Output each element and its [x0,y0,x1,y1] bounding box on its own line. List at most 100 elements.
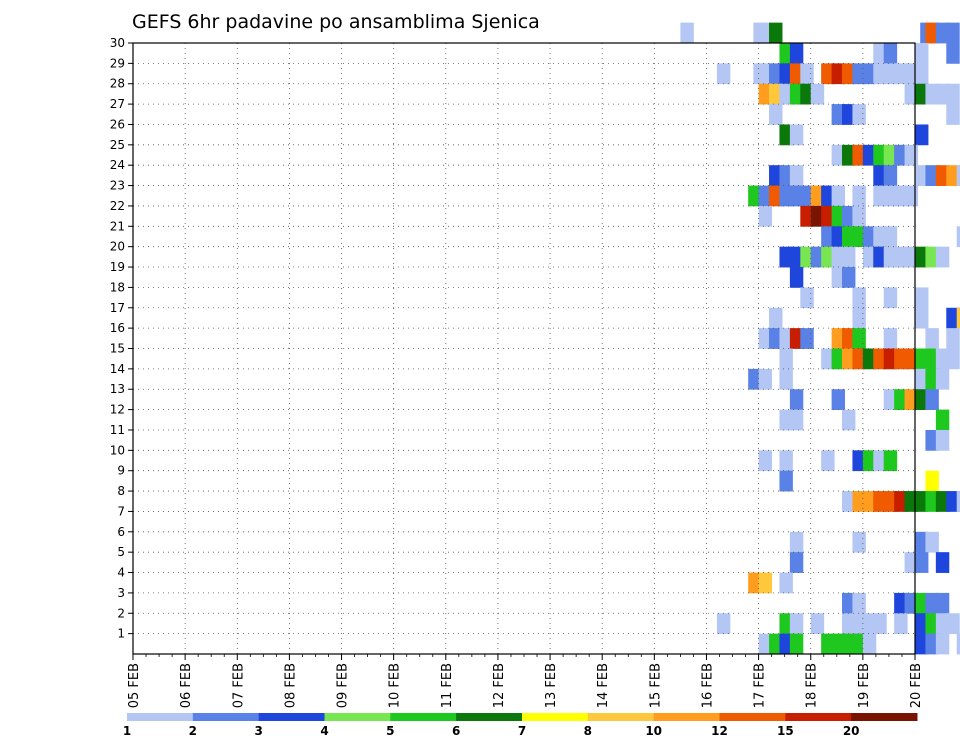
heatmap-cell [821,226,835,248]
heatmap-cell [925,389,939,410]
legend-label: 4 [320,724,328,738]
heatmap-cell [915,307,929,329]
heatmap-cell [758,633,773,655]
heatmap-cell [894,144,908,166]
heatmap-cell [915,613,929,635]
heatmap-cell [842,246,856,268]
legend-swatch [456,713,523,721]
heatmap-cell [894,613,908,635]
heatmap-cell [800,287,814,309]
y-tick-label: 2 [117,606,125,620]
heatmap-cell [748,368,762,390]
heatmap-cell [852,185,866,207]
heatmap-cell [915,368,929,390]
heatmap-cell [758,205,773,227]
heatmap-cell [925,22,939,44]
heatmap-cell [831,328,846,349]
heatmap-cell [883,43,898,64]
heatmap-cell [915,389,929,410]
heatmap-cell [758,22,773,44]
legend-swatch [587,713,655,721]
heatmap-cell [779,613,793,635]
heatmap-cell [842,205,856,227]
heatmap-cell [779,450,793,472]
heatmap-cell [873,491,887,512]
heatmap-cell [831,63,846,85]
heatmap-cell [883,348,898,370]
legend-label: 12 [711,724,728,738]
heatmap-cell [925,83,939,105]
y-tick-label: 30 [110,36,125,50]
heatmap-cell [831,205,846,227]
y-tick-label: 22 [110,199,125,213]
heatmap-cell [862,633,877,655]
heatmap-cell [831,144,846,166]
heatmap-cell [915,165,929,186]
heatmap-cell [769,22,783,44]
y-tick-label: 14 [110,362,125,376]
heatmap-cell [894,592,908,614]
heatmap-cell [800,205,814,227]
heatmap-cell [915,633,929,655]
heatmap-cell [935,368,950,390]
x-tick-label: 15 FEB [648,663,663,708]
heatmap-cell [810,83,825,105]
legend-label: 2 [189,724,197,738]
heatmap-cell [873,63,887,85]
heatmap-cell [862,226,877,248]
heatmap-cell [810,246,825,268]
heatmap-cell [842,267,856,288]
y-tick-label: 20 [110,240,125,254]
heatmap-cell [789,531,804,553]
heatmap-cell [758,185,773,207]
heatmap-cell [956,226,960,248]
heatmap-cell [769,104,783,125]
heatmap-cell [935,165,950,186]
heatmap-cell [852,328,866,349]
x-tick-label: 18 FEB [805,663,820,708]
grid-lines [133,43,915,654]
heatmap-cell [810,613,825,635]
heatmap-cell [862,491,877,512]
x-tick-label: 07 FEB [231,663,246,708]
heatmap-cell [769,328,783,349]
heatmap-cell [748,185,762,207]
heatmap-cell [789,165,804,186]
heatmap-cell [894,185,908,207]
heatmap-cell [852,531,866,553]
heatmap-cell [831,104,846,125]
heatmap-cell [862,613,877,635]
heatmap-cell [831,389,846,410]
legend-swatch [719,713,786,721]
heatmap-cell [925,165,939,186]
legend-swatch [522,713,589,721]
heatmap-cell [915,491,929,512]
heatmap-cell [842,491,856,512]
y-tick-label: 24 [110,158,125,172]
heatmap-cell [852,450,866,472]
x-tick-label: 13 FEB [544,663,559,708]
x-tick-label: 05 FEB [127,663,142,708]
heatmap-cell [758,450,773,472]
heatmap-cell [842,633,856,655]
heatmap-cell [789,552,804,573]
legend-label: 10 [645,724,662,738]
heatmap-cell [852,287,866,309]
legend-swatch [258,713,325,721]
heatmap-cell [831,185,846,207]
heatmap-cell [831,348,846,370]
y-tick-label: 26 [110,117,125,131]
y-tick-label: 6 [117,525,125,539]
heatmap-cell [935,491,950,512]
heatmap-cell [904,144,918,166]
legend-label: 3 [254,724,262,738]
color-legend: 1 2 3 4 5 6 7 8 10 12 15 20 [123,713,918,738]
y-tick-label: 29 [110,56,125,70]
legend-swatch [653,713,720,721]
y-tick-label: 8 [117,484,125,498]
legend-label: 20 [843,724,860,738]
heatmap-cell [789,409,804,431]
chart-title: GEFS 6hr padavine po ansamblima Sjenica [132,11,540,33]
heatmap-cell [769,185,783,207]
heatmap-cell [873,185,887,207]
